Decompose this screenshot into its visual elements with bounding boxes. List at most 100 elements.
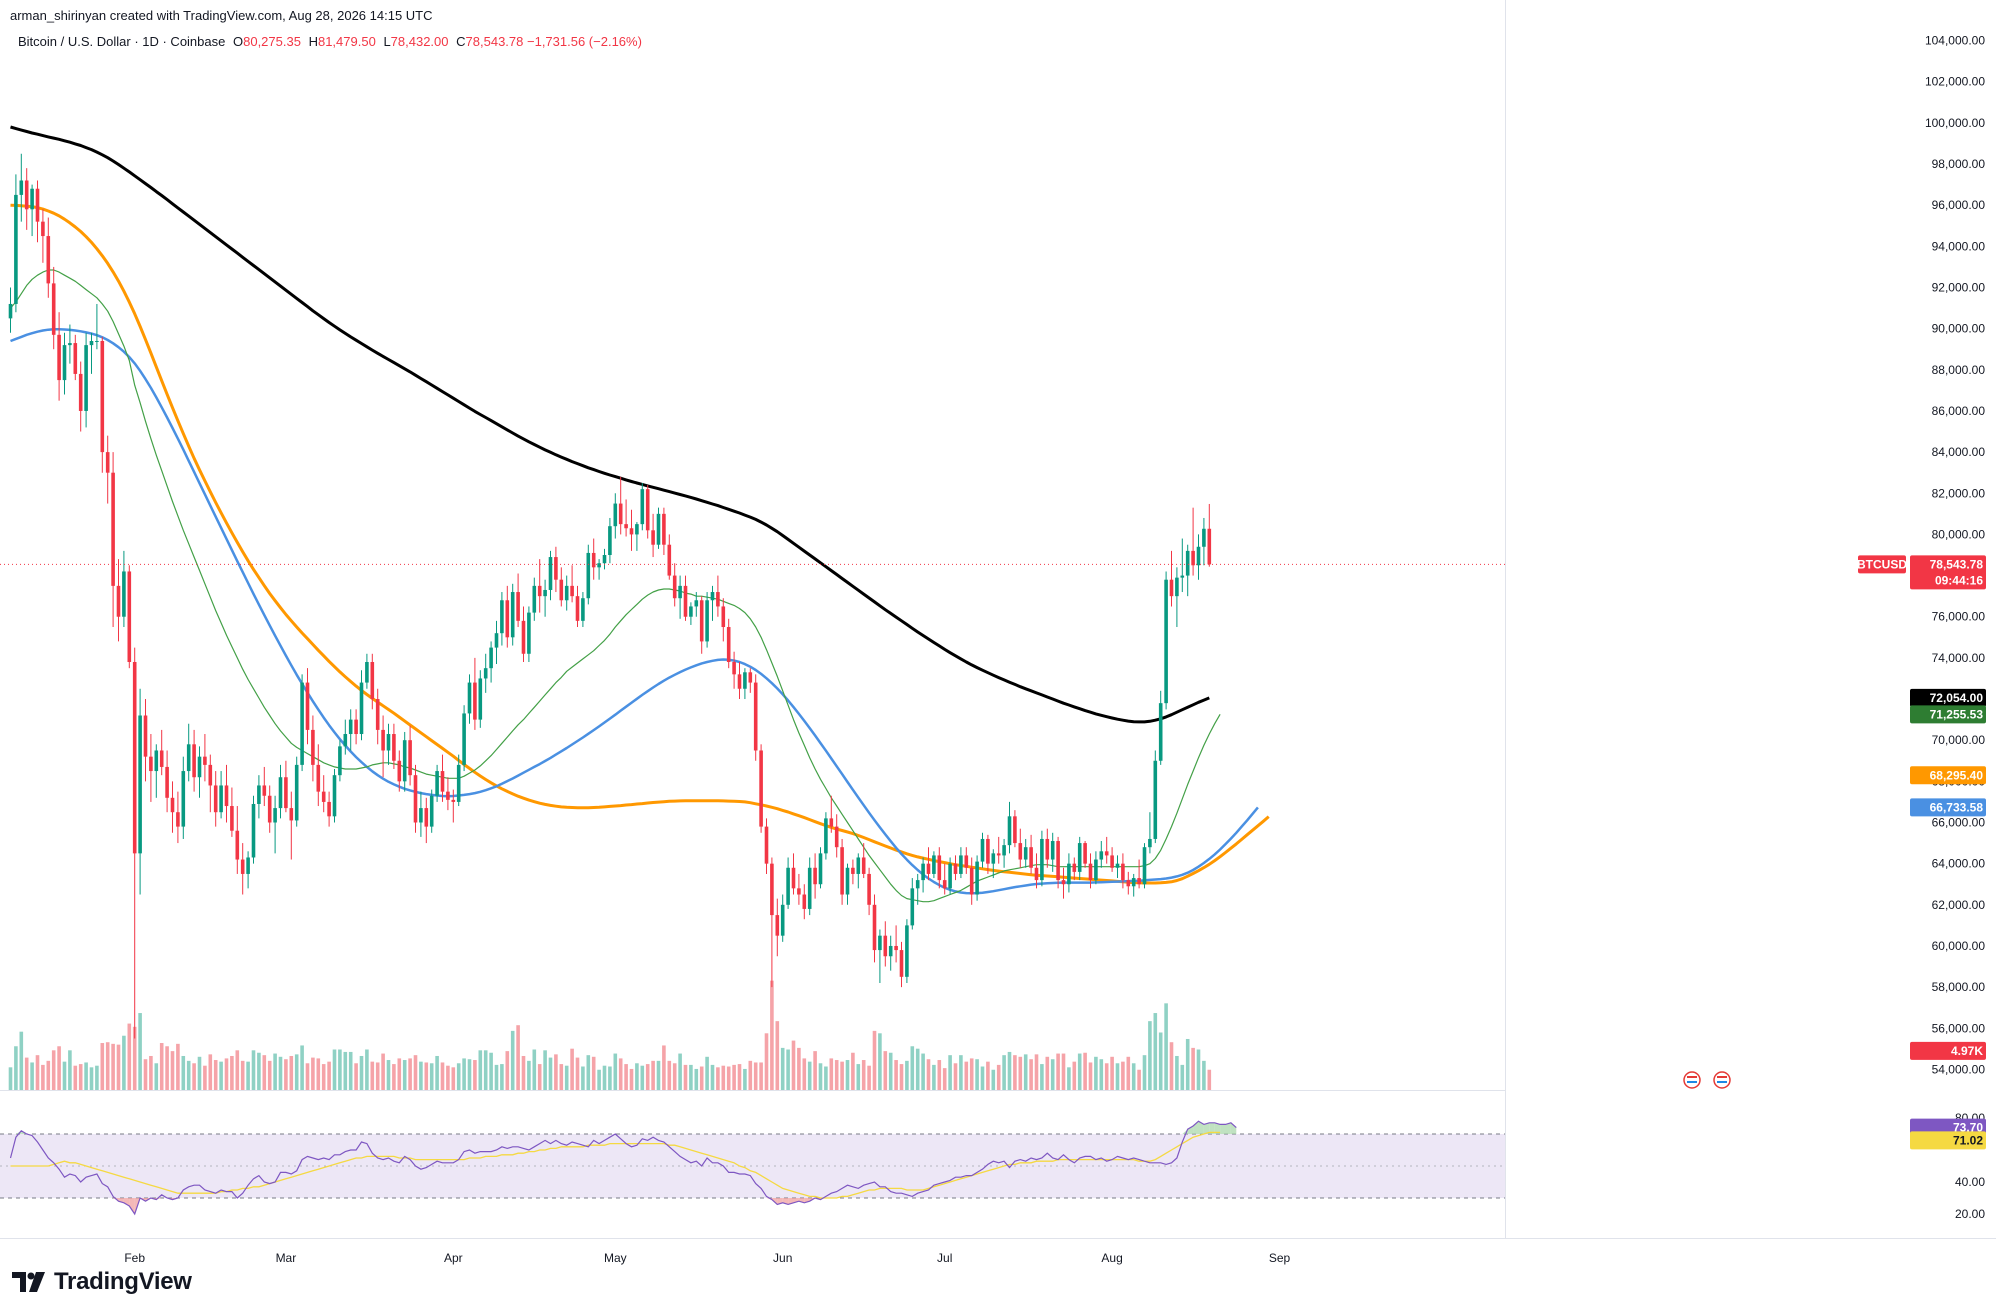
ema100-tag-text: 68,295.40 [1930,768,1984,782]
candle-body [883,935,888,957]
ema20-tag-bg [1910,705,1986,724]
volume-bar [402,1060,407,1090]
volume-bar [203,1065,207,1090]
volume-bar [370,1061,375,1090]
volume-bar [154,1063,159,1090]
volume-bar [149,1055,153,1090]
ticker-tag-bg [1858,555,1906,574]
candle-body [397,760,402,782]
candle-body [1013,816,1017,844]
candle-body [1034,867,1039,881]
candle-body [586,552,591,599]
ma-line-ema-50 [10,328,1259,895]
volume-bar [753,1062,758,1090]
candle-body [770,863,774,916]
candle-body [602,555,607,564]
candle-body [543,589,547,597]
time-tick-label: Jun [773,1251,792,1265]
volume-bar [564,1065,569,1090]
volume-bar [635,1063,639,1090]
volume-bar [321,1064,326,1090]
last-price-value: 78,543.78 [1930,557,1984,571]
candle-body [937,855,942,881]
candle-body [1056,841,1060,881]
volume-bar [1115,1063,1120,1090]
candle-body [656,513,661,545]
candle-body [743,672,747,689]
candle-body [62,345,67,381]
volume-bar [1175,1055,1179,1090]
volume-bar [527,1060,531,1090]
time-tick-label: Sep [1269,1251,1291,1265]
volume-bar [834,1060,839,1090]
candle-body [413,775,418,823]
candle-body [786,867,790,905]
candle-body [127,571,132,662]
volume-bar [662,1045,666,1090]
volume-bar [797,1047,801,1090]
rsi-ma-tag-text: 71.02 [1953,1133,1983,1147]
volume-bar [510,1030,515,1090]
time-tick-label: May [604,1251,627,1265]
candle-body [1104,851,1109,856]
volume-bar [732,1064,736,1090]
candle-body [1018,843,1023,860]
candlesticks [8,153,1212,1039]
candle-body [899,950,904,977]
volume-bar [581,1066,585,1090]
volume-bar [872,1030,877,1090]
volume-bar [824,1066,828,1090]
pane-separator [0,1090,1505,1091]
time-tick-label: Mar [276,1251,297,1265]
volume-bar [689,1064,693,1090]
candle-body [149,756,153,772]
volume-bar [699,1066,704,1090]
candle-body [683,585,688,617]
candle-body [980,838,985,862]
candle-body [851,867,855,874]
candle-body [672,575,677,599]
candle-body [300,682,304,765]
volume-bar [618,1058,623,1090]
volume-bars [8,980,1212,1090]
volume-bar [748,1060,753,1090]
volume-bar [780,1047,785,1090]
price-tick-label: 102,000.00 [1925,75,1985,89]
volume-bar [1121,1061,1125,1090]
volume-bar [300,1045,304,1090]
volume-bar [505,1051,510,1090]
candle-body [791,867,796,889]
volume-bar [473,1060,477,1090]
candle-body [527,612,531,654]
price-tick-label: 88,000.00 [1932,363,1986,377]
candle-body [186,744,191,772]
volume-bar [537,1064,542,1090]
candle-body [1007,816,1012,846]
price-tick-label: 82,000.00 [1932,486,1986,500]
candle-body [921,863,925,881]
volume-bar [224,1058,229,1090]
candle-body [991,853,996,864]
candle-body [1175,577,1179,597]
candle-body [240,859,245,874]
ema100-tag: 68,295.40 [1910,766,1986,785]
volume-bar [672,1063,677,1090]
volume-bar [257,1052,261,1090]
tradingview-logo[interactable]: TradingView [12,1268,192,1296]
volume-bar [743,1068,747,1090]
volume-bar [1126,1056,1131,1090]
candle-body [192,744,196,778]
time-tick-label: Aug [1101,1251,1122,1265]
candle-body [645,489,650,531]
candle-body [986,838,990,864]
volume-bar [1104,1063,1109,1090]
volume-bar [419,1061,423,1090]
volume-bar [575,1057,580,1090]
candle-body [840,847,844,895]
price-tick-label: 64,000.00 [1932,857,1986,871]
candle-body [181,771,186,827]
volume-tag-bg [1910,1041,1986,1060]
volume-bar [451,1067,456,1090]
legend-open: 80,275.35 [243,34,301,49]
